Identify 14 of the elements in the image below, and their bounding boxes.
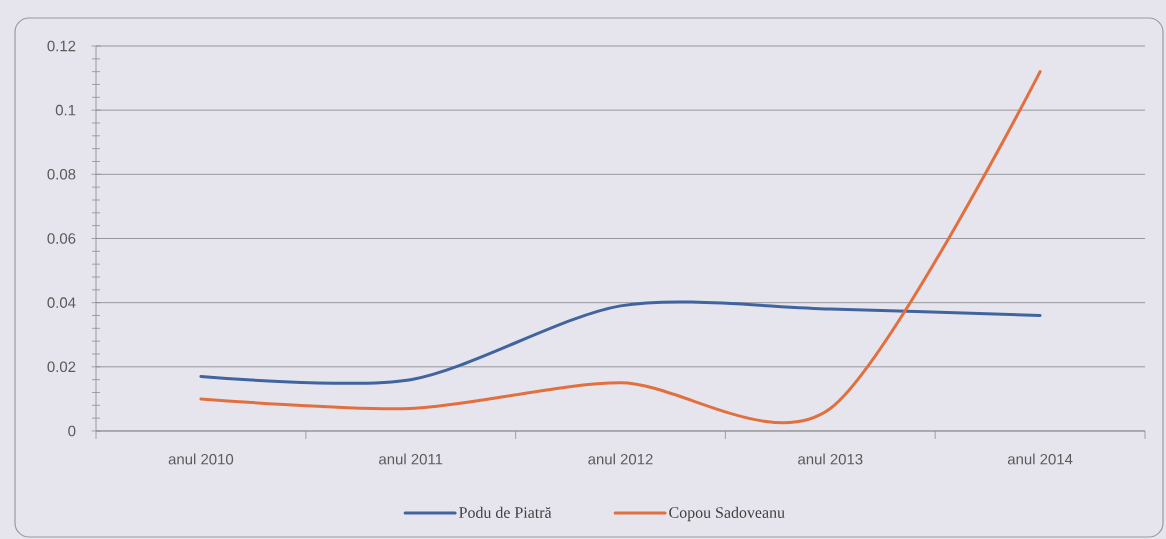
legend-label: Podu de Piatră bbox=[459, 506, 552, 518]
x-tick-label: anul 2012 bbox=[588, 453, 653, 465]
y-tick-label: 0.08 bbox=[47, 169, 76, 180]
legend-label: Copou Sadoveanu bbox=[669, 506, 785, 522]
x-tick-label: anul 2011 bbox=[379, 453, 443, 465]
y-tick-label: 0.12 bbox=[47, 40, 76, 52]
x-tick-label: anul 2010 bbox=[168, 453, 234, 465]
x-tick-label: anul 2013 bbox=[798, 453, 863, 465]
y-tick-label: 0.06 bbox=[47, 233, 76, 244]
y-tick-label: 0.1 bbox=[55, 104, 76, 116]
x-tick-label: anul 2014 bbox=[1007, 453, 1073, 465]
y-tick-label: 0.02 bbox=[47, 361, 76, 373]
y-tick-label: 0 bbox=[68, 425, 76, 437]
y-tick-label: 0.04 bbox=[47, 297, 76, 308]
